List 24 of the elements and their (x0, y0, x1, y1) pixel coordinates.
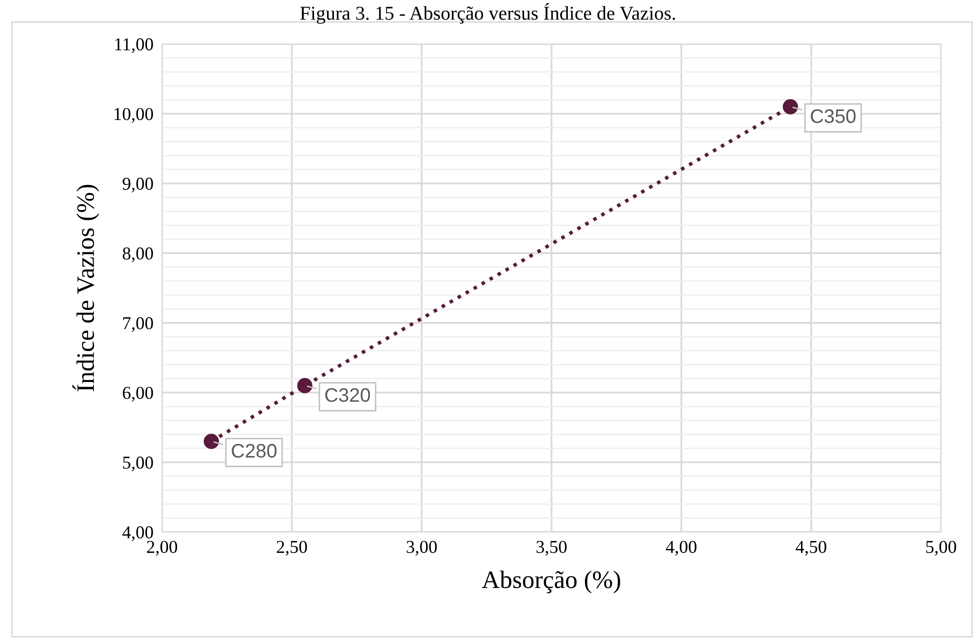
y-tick-label: 6,00 (122, 386, 153, 402)
annotation: C280 (232, 444, 277, 458)
annotation: C320 (325, 388, 370, 402)
y-tick-label: 8,00 (122, 247, 153, 262)
x-tick-label: 5,00 (926, 540, 956, 556)
x-tick-label: 3,50 (536, 540, 567, 556)
y-tick-label: 9,00 (122, 178, 153, 192)
y-tick-label: 10,00 (114, 108, 153, 123)
x-tick-label: 4,00 (666, 540, 696, 556)
point (297, 378, 312, 394)
y-tick-label: 5,00 (123, 456, 153, 472)
point (782, 99, 798, 114)
chart-title: Figura 3. 15 - Absorção versus Índice de Vazios. (300, 3, 675, 24)
y-axis-title: Índice de Vazios (%) (72, 184, 100, 392)
x-tick-label: 2,50 (276, 540, 307, 556)
y-tick-label: 7,00 (123, 317, 153, 332)
y-tick-label: 4,00 (122, 526, 153, 542)
point (204, 434, 219, 450)
x-tick-label: 2,00 (146, 540, 178, 556)
x-tick-label: 4,50 (796, 540, 826, 556)
x-axis-title: Absorção (%) (482, 570, 620, 594)
y-tick-label: 11,00 (115, 38, 153, 54)
x-tick-label: 3,00 (406, 540, 437, 556)
annotation: C350 (810, 109, 856, 124)
